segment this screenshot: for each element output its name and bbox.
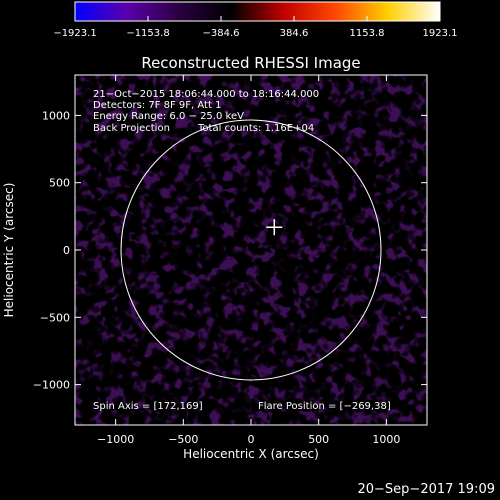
x-tick-label: 500: [308, 433, 329, 446]
annotation-spin-axis: Spin Axis = [172,169]: [93, 401, 203, 412]
chart-title: Reconstructed RHESSI Image: [141, 54, 360, 72]
colorbar-tick-label: −1923.1: [53, 28, 96, 39]
x-axis-label: Heliocentric X (arcsec): [183, 447, 319, 461]
annotation-total-counts: Total counts: 1.16E+04: [197, 123, 314, 134]
reconstructed-image: [75, 75, 427, 425]
annotation-flare-position: Flare Position = [−269,38]: [258, 401, 391, 412]
y-tick-label: 1000: [42, 109, 70, 122]
plot-area: [74, 74, 428, 426]
annotations: 21−Oct−2015 18:06:44.000 to 18:16:44.000…: [93, 89, 391, 412]
colorbar-gradient: [74, 1, 441, 22]
x-tick-label: 0: [248, 433, 255, 446]
x-tick-label: 1000: [372, 433, 400, 446]
x-axis-ticks: −1000 −500 0 500 1000: [97, 75, 400, 446]
y-axis-label: Heliocentric Y (arcsec): [2, 183, 16, 318]
y-tick-label: −1000: [33, 379, 70, 392]
colorbar-tick-label: 1153.8: [349, 28, 384, 39]
spin-axis-marker: [266, 219, 283, 236]
date-stamp: 20−Sep−2017 19:09: [357, 482, 495, 497]
colorbar: −1923.1 −1153.8 −384.6 384.6 1153.8 1923.1: [53, 1, 458, 39]
image-layer-yellow: [75, 75, 427, 425]
annotation-time-range: 21−Oct−2015 18:06:44.000 to 18:16:44.000: [93, 89, 319, 100]
annotation-energy-range: Energy Range: 6.0 − 25.0 keV: [93, 111, 244, 122]
annotation-detectors: Detectors: 7F 8F 9F, Att 1: [93, 100, 221, 111]
y-axis-ticks: −1000 −500 0 500 1000: [33, 109, 427, 392]
colorbar-ticks: −1923.1 −1153.8 −384.6 384.6 1153.8 1923.1: [53, 16, 458, 39]
annotation-method: Back Projection: [93, 123, 170, 134]
y-tick-label: 500: [49, 177, 70, 190]
y-tick-label: −500: [40, 311, 70, 324]
solar-limb-circle: [120, 119, 382, 381]
colorbar-tick-label: 1923.1: [423, 28, 458, 39]
colorbar-tick-label: 384.6: [280, 28, 309, 39]
x-tick-label: −1000: [97, 433, 134, 446]
x-tick-label: −500: [168, 433, 198, 446]
colorbar-tick-label: −384.6: [202, 28, 239, 39]
y-tick-label: 0: [63, 244, 70, 257]
colorbar-tick-label: −1153.8: [126, 28, 169, 39]
